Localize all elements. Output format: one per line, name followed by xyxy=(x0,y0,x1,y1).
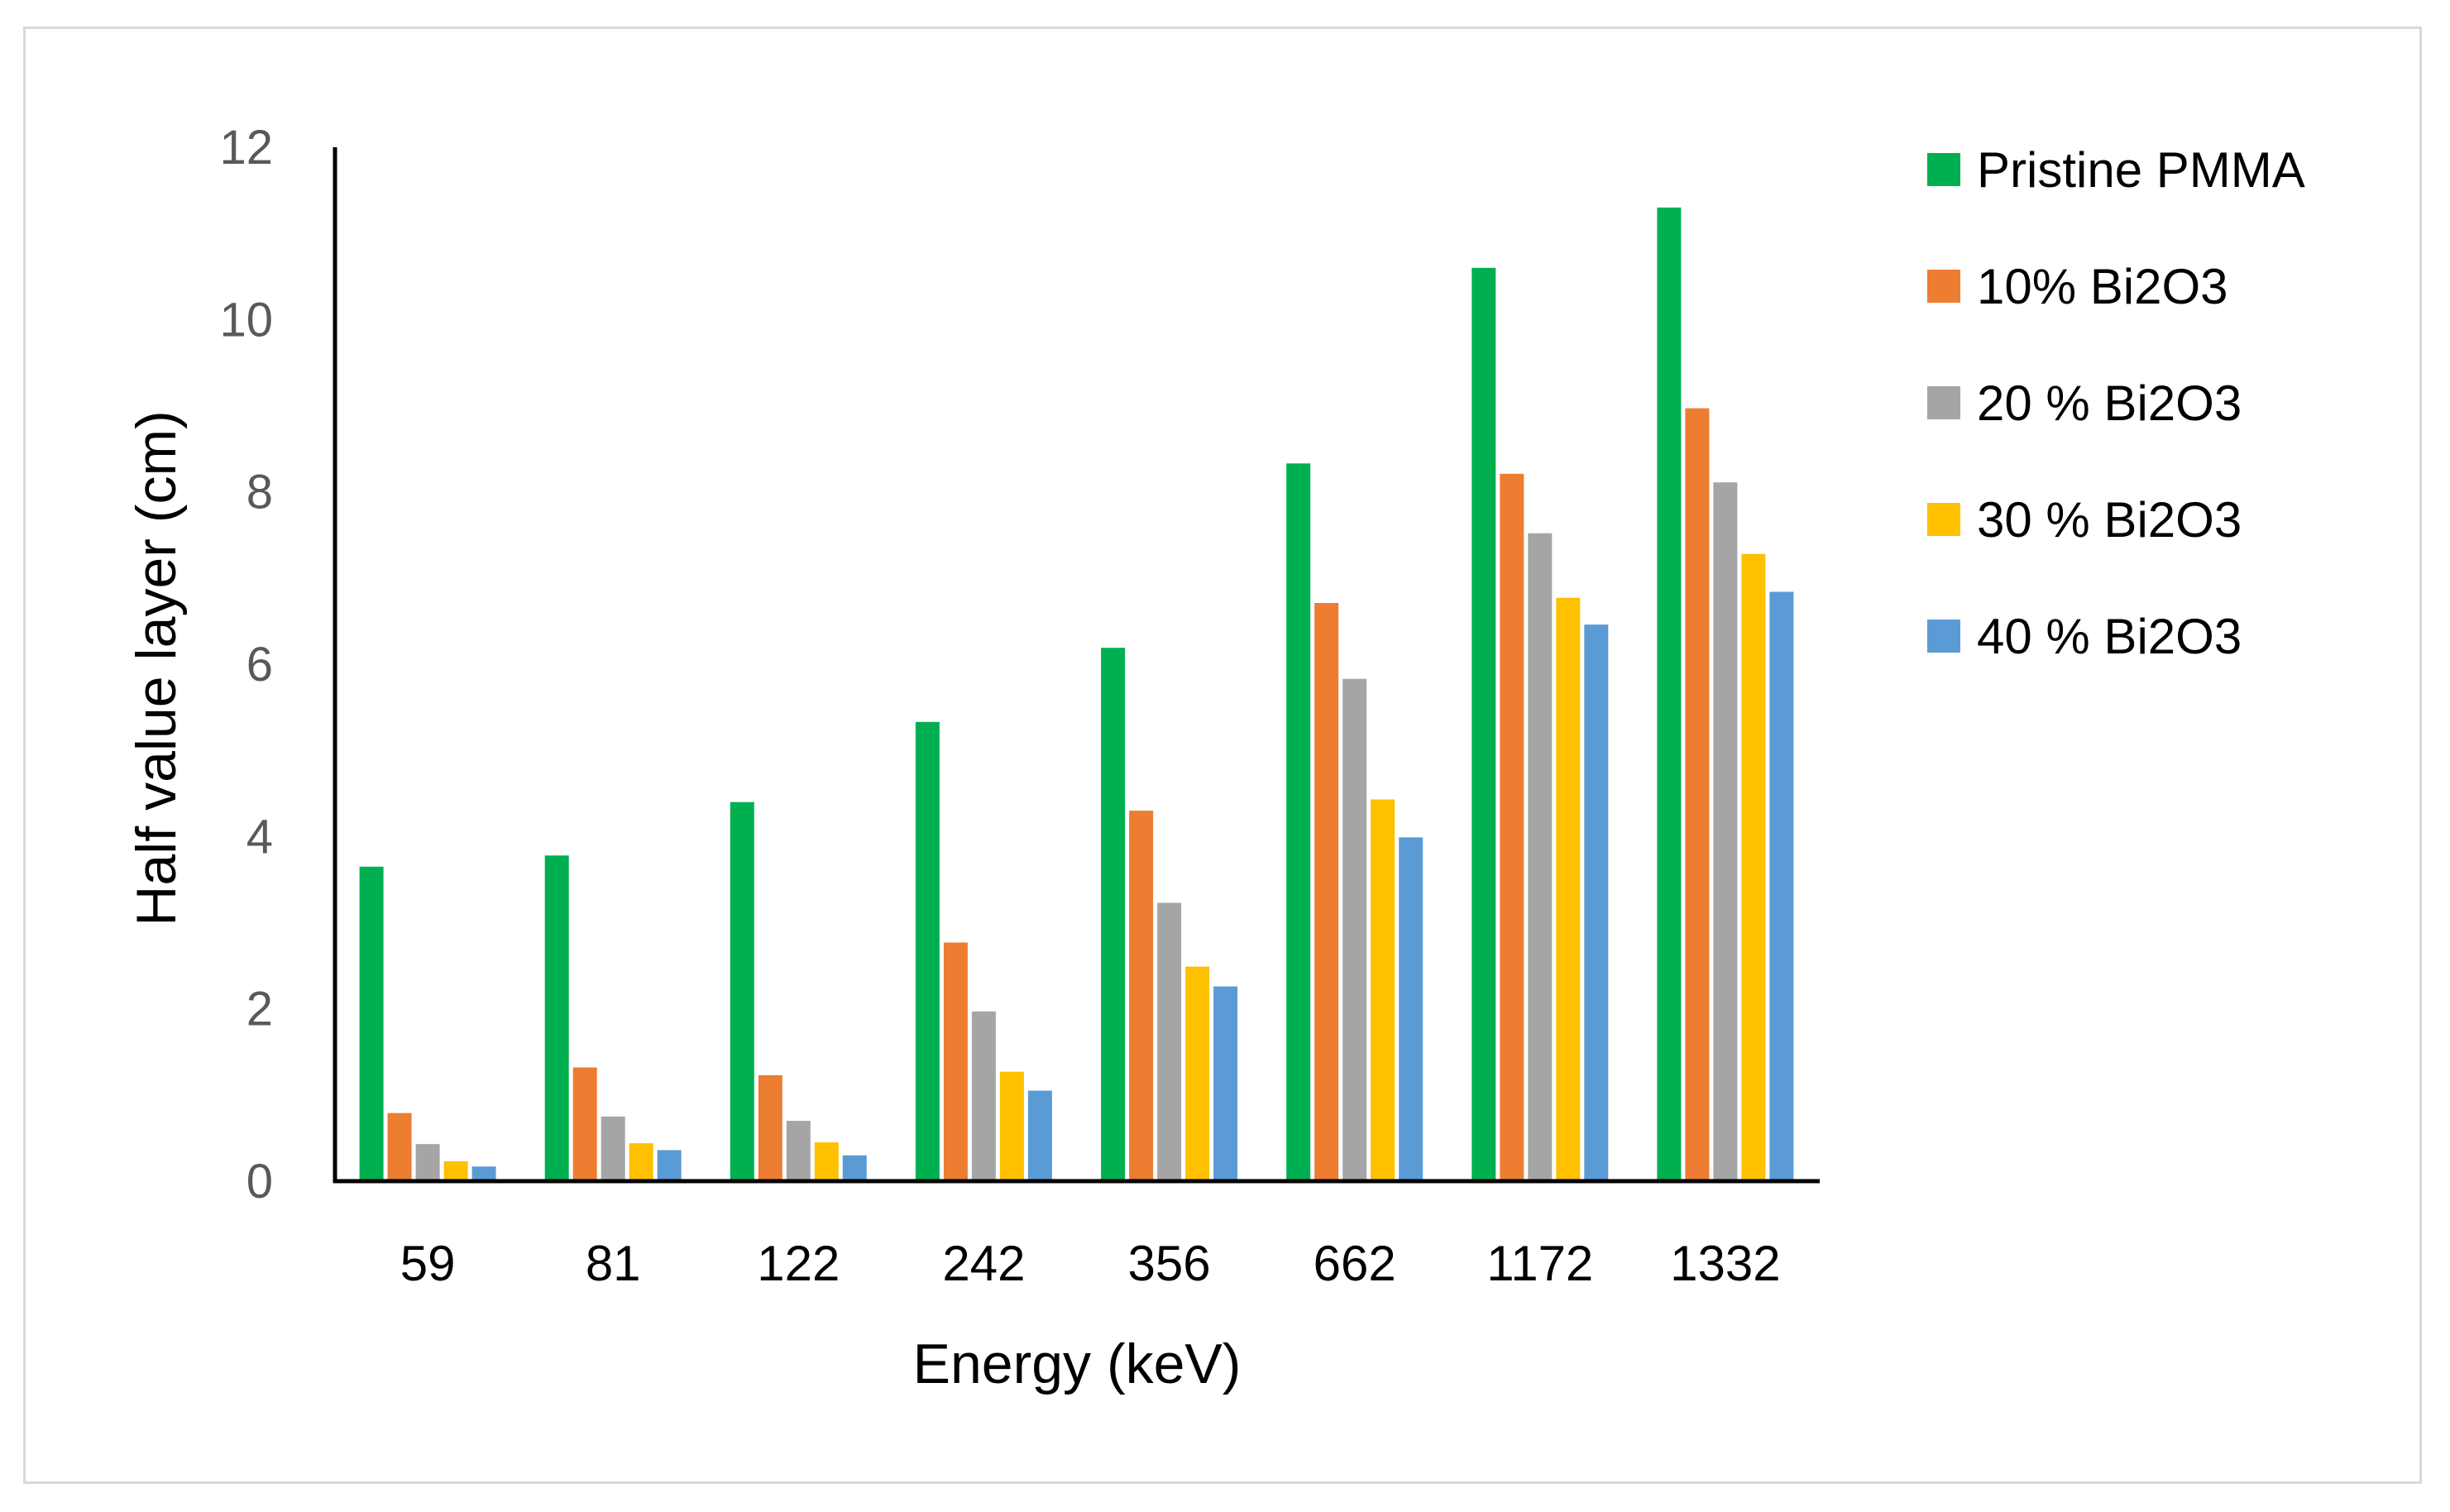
y-tick-label: 2 xyxy=(246,983,273,1036)
legend-swatch xyxy=(1927,386,1960,419)
bar-122-series-3 xyxy=(786,1121,811,1181)
bar-662-series-4 xyxy=(1371,799,1395,1181)
y-tick-label: 10 xyxy=(219,293,273,347)
bar-356-series-1 xyxy=(1101,648,1126,1181)
x-tick-label: 356 xyxy=(1128,1236,1211,1291)
bar-1172-series-3 xyxy=(1528,533,1553,1181)
x-tick-label: 662 xyxy=(1314,1236,1396,1291)
bar-81-series-5 xyxy=(657,1150,682,1181)
bar-59-series-2 xyxy=(387,1112,412,1181)
axes-layer xyxy=(333,147,1820,1184)
legend-swatch xyxy=(1927,153,1960,186)
bar-1172-series-2 xyxy=(1500,473,1524,1181)
bar-662-series-1 xyxy=(1286,463,1311,1181)
y-tick-label: 12 xyxy=(219,121,273,175)
legend-swatch xyxy=(1927,270,1960,303)
bar-242-series-5 xyxy=(1027,1090,1052,1181)
bar-1332-series-1 xyxy=(1657,207,1682,1181)
x-tick-label: 122 xyxy=(757,1236,840,1291)
bar-81-series-4 xyxy=(629,1143,653,1181)
bar-122-series-1 xyxy=(730,801,754,1181)
bar-1172-series-1 xyxy=(1471,267,1496,1181)
x-tick-label: 81 xyxy=(586,1236,641,1291)
bar-81-series-3 xyxy=(601,1116,625,1181)
bar-662-series-3 xyxy=(1342,678,1367,1181)
bar-1172-series-5 xyxy=(1584,624,1609,1181)
x-tick-label: 1332 xyxy=(1670,1236,1780,1291)
bar-122-series-4 xyxy=(814,1142,839,1181)
x-tick-label: 1172 xyxy=(1486,1236,1593,1291)
bar-242-series-3 xyxy=(971,1011,996,1181)
legend-swatch xyxy=(1927,503,1960,536)
y-tick-label: 8 xyxy=(246,466,273,519)
legend: Pristine PMMA 10% Bi2O3 20 % Bi2O3 30 % Bi2… xyxy=(1927,142,2305,664)
bar-59-series-3 xyxy=(415,1144,440,1181)
legend-label: 40 % Bi2O3 xyxy=(1977,609,2242,664)
bar-59-series-1 xyxy=(359,866,384,1181)
bar-356-series-5 xyxy=(1213,986,1238,1181)
bar-662-series-5 xyxy=(1399,837,1424,1181)
y-tick-label: 6 xyxy=(246,638,273,691)
bar-59-series-5 xyxy=(471,1166,496,1181)
bar-242-series-2 xyxy=(943,942,968,1181)
x-tick-label: 59 xyxy=(400,1236,456,1291)
legend-label: 30 % Bi2O3 xyxy=(1977,492,2242,548)
y-axis-title: Half value layer (cm) xyxy=(125,410,188,926)
bar-59-series-4 xyxy=(443,1161,468,1181)
legend-label: 10% Bi2O3 xyxy=(1977,259,2228,314)
legend-swatch xyxy=(1927,620,1960,653)
bar-242-series-1 xyxy=(915,721,940,1181)
bar-356-series-4 xyxy=(1185,966,1210,1181)
y-tick-labels: 0 2 4 6 8 10 12 xyxy=(219,121,273,1208)
bars-layer xyxy=(359,207,1794,1182)
legend-label: 20 % Bi2O3 xyxy=(1977,376,2242,431)
y-tick-label: 4 xyxy=(246,810,273,864)
bar-1172-series-4 xyxy=(1556,597,1581,1181)
legend-label: Pristine PMMA xyxy=(1977,142,2305,198)
bar-356-series-3 xyxy=(1157,902,1182,1181)
bar-1332-series-5 xyxy=(1769,591,1794,1181)
bar-662-series-2 xyxy=(1314,603,1339,1181)
bar-1332-series-2 xyxy=(1685,408,1710,1182)
bar-81-series-2 xyxy=(572,1067,597,1181)
bar-122-series-2 xyxy=(758,1074,782,1181)
bar-242-series-4 xyxy=(999,1071,1024,1181)
x-axis-title: Energy (keV) xyxy=(913,1333,1242,1395)
bar-122-series-5 xyxy=(842,1155,867,1182)
x-tick-label: 242 xyxy=(942,1236,1025,1291)
y-tick-label: 0 xyxy=(246,1155,273,1208)
x-tick-labels: 59 81 122 242 356 662 1172 1332 xyxy=(400,1236,1781,1291)
bar-1332-series-3 xyxy=(1713,482,1738,1181)
bar-1332-series-4 xyxy=(1741,553,1766,1181)
bar-356-series-2 xyxy=(1129,811,1154,1181)
bar-81-series-1 xyxy=(544,855,569,1182)
chart-frame xyxy=(23,26,2422,1484)
